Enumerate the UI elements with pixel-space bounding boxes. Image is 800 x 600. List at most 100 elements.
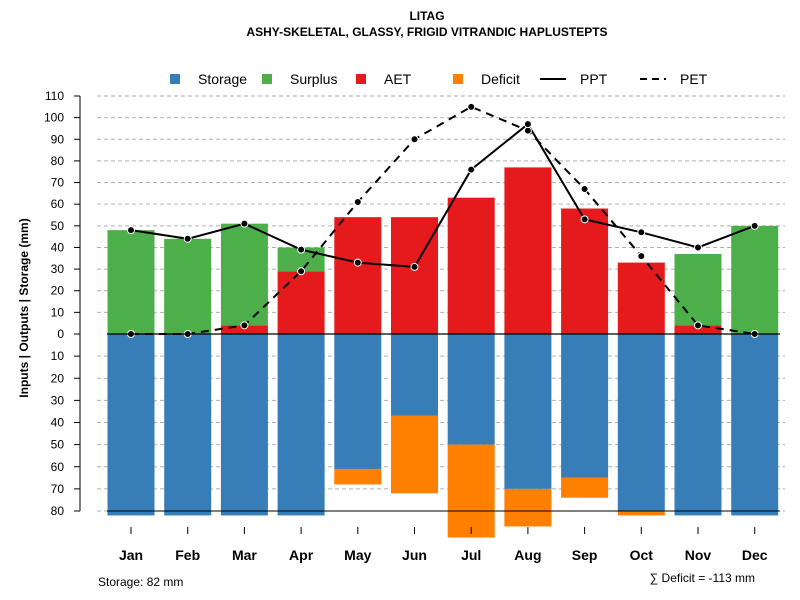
x-tick-label: Aug bbox=[514, 547, 541, 563]
series-lines bbox=[127, 102, 759, 338]
bar-aet bbox=[504, 167, 552, 334]
point-ppt bbox=[127, 226, 135, 235]
bar-surplus bbox=[277, 247, 325, 272]
bar-storage bbox=[731, 334, 779, 516]
y-tick-label: 110 bbox=[45, 89, 64, 103]
y-tick-label: 50 bbox=[51, 219, 65, 233]
x-tick-label: Dec bbox=[742, 547, 768, 563]
y-tick-label: 60 bbox=[51, 460, 65, 474]
legend-label-deficit: Deficit bbox=[481, 71, 520, 87]
bar-surplus bbox=[107, 230, 155, 334]
y-tick-label: 80 bbox=[51, 504, 65, 518]
y-tick-label: 20 bbox=[51, 284, 65, 298]
bar-storage bbox=[164, 334, 212, 516]
bar-deficit bbox=[504, 488, 552, 527]
point-ppt bbox=[240, 219, 249, 228]
bar-storage bbox=[561, 334, 609, 478]
point-pet bbox=[580, 185, 589, 194]
bar-surplus bbox=[164, 238, 212, 334]
point-pet bbox=[523, 126, 532, 135]
x-tick-label: Oct bbox=[630, 547, 654, 563]
legend: Storage Surplus AET Deficit PPT PET bbox=[170, 71, 708, 87]
y-tick-label: 40 bbox=[51, 240, 65, 254]
y-tick-label: 100 bbox=[44, 111, 64, 125]
axes: 1101009080706050403020100102030405060708… bbox=[44, 89, 780, 563]
y-tick-label: 40 bbox=[51, 416, 65, 430]
point-ppt bbox=[297, 245, 306, 254]
deficit-footnote: ∑ Deficit = -113 mm bbox=[650, 571, 755, 585]
bar-aet bbox=[391, 217, 438, 334]
point-pet bbox=[694, 321, 702, 330]
line-pet bbox=[131, 105, 755, 335]
bar-aet bbox=[334, 217, 382, 334]
bar-storage bbox=[334, 334, 382, 469]
bar-storage bbox=[674, 334, 722, 516]
bar-deficit bbox=[334, 468, 382, 485]
bar-deficit bbox=[617, 511, 665, 516]
bar-surplus bbox=[731, 225, 779, 334]
point-ppt bbox=[637, 228, 646, 237]
point-ppt bbox=[353, 258, 362, 267]
bar-surplus bbox=[674, 253, 722, 326]
bar-storage bbox=[220, 334, 268, 516]
point-ppt bbox=[467, 165, 476, 174]
bar-deficit bbox=[447, 444, 495, 538]
x-tick-label: Jul bbox=[461, 547, 481, 563]
point-ppt bbox=[750, 221, 759, 230]
legend-swatch-deficit bbox=[453, 74, 463, 84]
x-tick-label: Sep bbox=[572, 547, 598, 563]
y-tick-label: 10 bbox=[51, 305, 65, 319]
y-tick-label: 60 bbox=[51, 197, 65, 211]
point-pet bbox=[297, 267, 306, 276]
point-ppt bbox=[523, 120, 532, 129]
point-pet bbox=[410, 135, 419, 144]
legend-label-aet: AET bbox=[384, 71, 412, 87]
point-ppt bbox=[410, 262, 419, 271]
bar-storage bbox=[277, 334, 325, 516]
chart-subtitle: ASHY-SKELETAL, GLASSY, FRIGID VITRANDIC … bbox=[246, 25, 607, 39]
legend-swatch-surplus bbox=[262, 74, 272, 84]
y-tick-label: 30 bbox=[51, 262, 65, 276]
x-tick-label: May bbox=[344, 547, 371, 563]
y-tick-label: 10 bbox=[51, 349, 65, 363]
point-pet bbox=[240, 321, 249, 330]
x-tick-label: Mar bbox=[232, 547, 257, 563]
legend-label-storage: Storage bbox=[198, 71, 247, 87]
point-ppt bbox=[580, 215, 589, 224]
x-tick-label: Jun bbox=[402, 547, 427, 563]
legend-label-pet: PET bbox=[680, 71, 708, 87]
bar-deficit bbox=[561, 477, 609, 498]
legend-label-surplus: Surplus bbox=[290, 71, 337, 87]
bar-storage bbox=[617, 334, 665, 511]
point-pet bbox=[353, 198, 362, 207]
y-tick-label: 50 bbox=[51, 438, 65, 452]
x-tick-label: Feb bbox=[175, 547, 200, 563]
x-tick-label: Jan bbox=[119, 547, 143, 563]
point-ppt bbox=[183, 234, 192, 243]
legend-swatch-aet bbox=[356, 74, 366, 84]
point-pet bbox=[637, 252, 646, 261]
y-tick-label: 0 bbox=[57, 327, 64, 341]
y-tick-label: 20 bbox=[51, 371, 65, 385]
y-tick-label: 30 bbox=[51, 393, 65, 407]
bar-aet bbox=[674, 325, 722, 334]
bar-aet bbox=[277, 271, 325, 334]
bar-storage bbox=[391, 334, 438, 416]
legend-swatch-storage bbox=[170, 74, 180, 84]
chart-title: LITAG bbox=[409, 9, 444, 23]
bar-aet bbox=[447, 197, 495, 334]
bar-aet bbox=[617, 262, 665, 334]
legend-label-ppt: PPT bbox=[580, 71, 608, 87]
y-tick-label: 90 bbox=[51, 132, 65, 146]
y-tick-label: 70 bbox=[51, 482, 65, 496]
bar-storage bbox=[107, 334, 155, 516]
bar-storage bbox=[447, 334, 495, 445]
line-ppt bbox=[130, 122, 756, 268]
x-tick-label: Apr bbox=[289, 547, 314, 563]
y-axis-label: Inputs | Outputs | Storage (mm) bbox=[17, 218, 31, 397]
bar-aet bbox=[561, 208, 609, 334]
bars bbox=[107, 167, 779, 538]
bar-surplus bbox=[220, 223, 268, 326]
y-tick-label: 80 bbox=[51, 154, 65, 168]
